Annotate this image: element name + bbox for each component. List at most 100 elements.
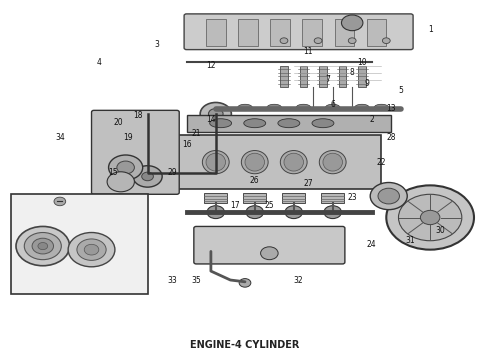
Circle shape [261, 247, 278, 260]
Text: 35: 35 [192, 275, 201, 284]
Bar [358, 66, 366, 87]
Bar [270, 19, 290, 46]
Circle shape [280, 38, 288, 44]
Text: 2: 2 [369, 115, 374, 124]
Bar [206, 19, 225, 46]
Ellipse shape [238, 104, 252, 111]
Text: 8: 8 [350, 68, 355, 77]
Text: 16: 16 [182, 140, 192, 149]
Bar [282, 193, 305, 203]
Text: 34: 34 [55, 132, 65, 141]
Bar [302, 19, 322, 46]
Bar [11, 194, 147, 294]
Bar [204, 193, 227, 203]
Circle shape [133, 166, 162, 187]
Circle shape [200, 103, 231, 125]
Circle shape [420, 210, 440, 225]
Text: 6: 6 [330, 100, 335, 109]
Text: 5: 5 [398, 86, 403, 95]
Text: 24: 24 [367, 240, 376, 249]
Circle shape [16, 226, 70, 266]
Bar [339, 66, 346, 87]
Circle shape [285, 206, 302, 219]
Text: 27: 27 [303, 179, 313, 188]
Bar [238, 19, 258, 46]
Ellipse shape [355, 104, 369, 111]
Text: 3: 3 [155, 40, 160, 49]
Text: 32: 32 [294, 275, 303, 284]
FancyBboxPatch shape [194, 226, 345, 264]
Ellipse shape [267, 104, 282, 111]
Ellipse shape [242, 150, 268, 174]
Bar [299, 66, 307, 87]
Text: 18: 18 [133, 111, 143, 120]
Text: 15: 15 [109, 168, 118, 177]
Circle shape [77, 239, 106, 260]
Circle shape [24, 233, 61, 260]
Circle shape [378, 188, 399, 204]
Text: 33: 33 [167, 275, 177, 284]
Text: 13: 13 [386, 104, 396, 113]
Text: 7: 7 [325, 76, 330, 85]
Text: 19: 19 [123, 132, 133, 141]
Text: 20: 20 [114, 118, 123, 127]
Ellipse shape [323, 153, 343, 171]
Text: 26: 26 [250, 176, 260, 185]
Text: ENGINE-4 CYLINDER: ENGINE-4 CYLINDER [190, 340, 300, 350]
FancyBboxPatch shape [184, 14, 413, 50]
Circle shape [68, 233, 115, 267]
Ellipse shape [296, 104, 311, 111]
Ellipse shape [284, 153, 303, 171]
Circle shape [208, 109, 223, 119]
Ellipse shape [206, 153, 225, 171]
Ellipse shape [278, 119, 300, 128]
Circle shape [84, 244, 99, 255]
FancyBboxPatch shape [167, 135, 381, 189]
Circle shape [32, 238, 53, 254]
Text: 17: 17 [230, 201, 240, 210]
Bar [335, 19, 354, 46]
Circle shape [54, 197, 66, 206]
Bar [321, 193, 344, 203]
FancyBboxPatch shape [187, 114, 391, 132]
Circle shape [370, 183, 407, 210]
Circle shape [207, 206, 224, 219]
Circle shape [398, 194, 462, 241]
Circle shape [342, 15, 363, 31]
Ellipse shape [244, 119, 266, 128]
Circle shape [246, 206, 264, 219]
Ellipse shape [245, 153, 265, 171]
Ellipse shape [202, 150, 229, 174]
FancyBboxPatch shape [92, 111, 179, 194]
Bar [367, 19, 386, 46]
Ellipse shape [319, 150, 346, 174]
Circle shape [117, 161, 134, 174]
Text: 1: 1 [428, 26, 433, 35]
Text: 9: 9 [365, 79, 369, 88]
Bar [280, 66, 288, 87]
Text: 14: 14 [206, 115, 216, 124]
Circle shape [109, 155, 143, 180]
Ellipse shape [210, 119, 232, 128]
Text: 29: 29 [167, 168, 177, 177]
Ellipse shape [325, 104, 340, 111]
Ellipse shape [312, 119, 334, 128]
Circle shape [38, 243, 48, 249]
Circle shape [239, 279, 251, 287]
Bar [319, 66, 327, 87]
Circle shape [142, 172, 153, 181]
Ellipse shape [374, 104, 389, 111]
Text: 28: 28 [387, 132, 396, 141]
Circle shape [348, 38, 356, 44]
Ellipse shape [280, 150, 307, 174]
Circle shape [386, 185, 474, 249]
Text: 30: 30 [435, 225, 445, 234]
Text: 25: 25 [265, 201, 274, 210]
Circle shape [107, 172, 134, 192]
Circle shape [324, 206, 342, 219]
Text: 22: 22 [377, 158, 386, 167]
Text: 10: 10 [357, 58, 367, 67]
Text: 31: 31 [406, 236, 416, 245]
Text: 11: 11 [304, 47, 313, 56]
Circle shape [314, 38, 322, 44]
